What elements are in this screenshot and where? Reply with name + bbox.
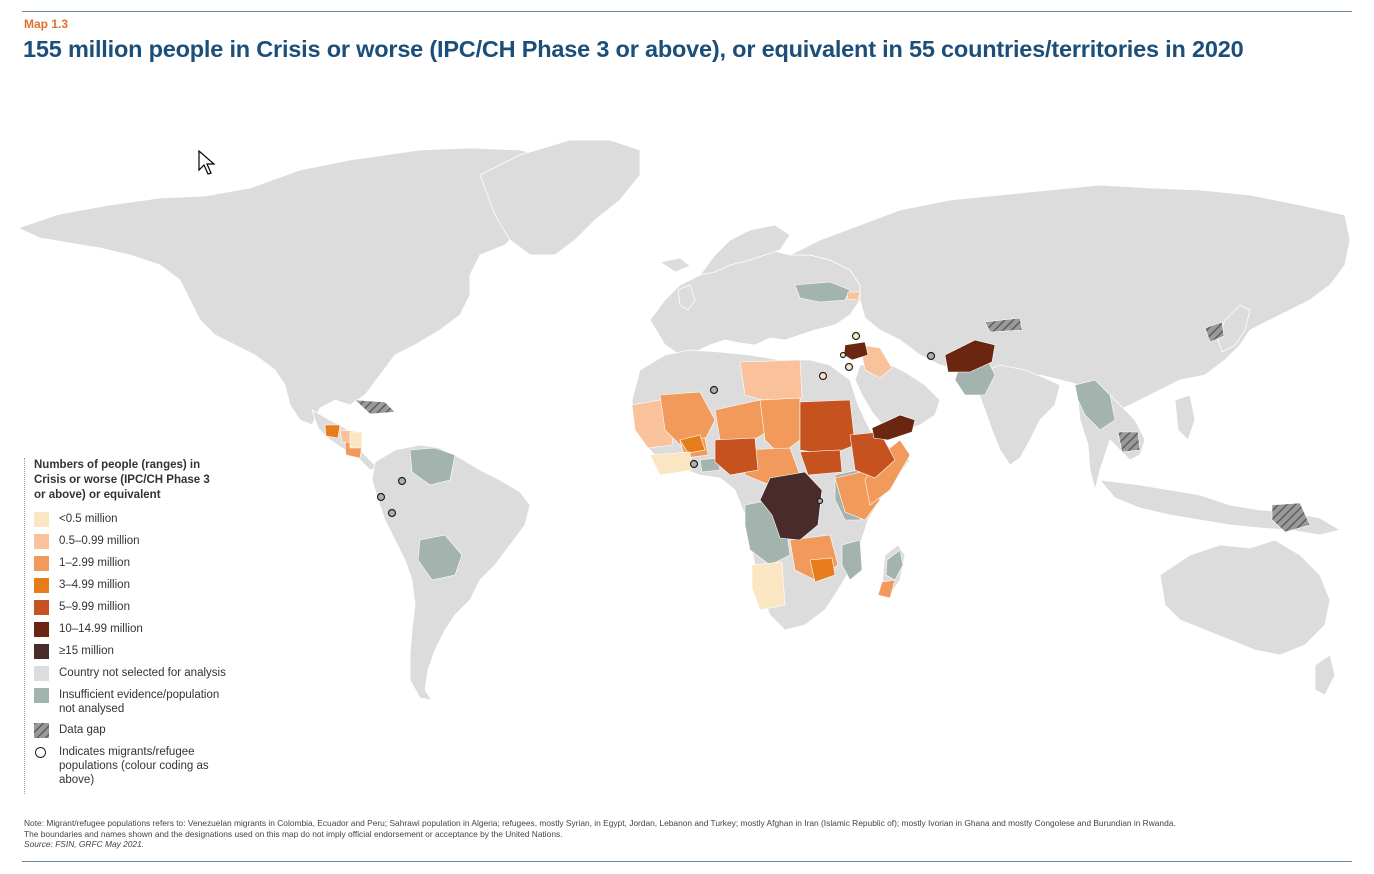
- source-line: Source: FSIN, GRFC May 2021.: [24, 839, 145, 849]
- refugee-circle-ghana: [689, 459, 699, 469]
- top-rule: [22, 11, 1352, 12]
- legend-item-lt-0-5: <0.5 million: [34, 512, 274, 527]
- note-line-2: The boundaries and names shown and the d…: [24, 828, 563, 839]
- refugee-circle-algeria: [709, 385, 719, 395]
- ukraine: [794, 281, 851, 303]
- iraq: [859, 344, 893, 379]
- hatch-icon: [34, 723, 49, 738]
- legend-item-migrants: Indicates migrants/refugee populations (…: [34, 745, 274, 787]
- legend-label: Country not selected for analysis: [59, 667, 226, 679]
- south-sudan: [799, 449, 843, 476]
- legend-swatch: [34, 666, 49, 681]
- refugee-circle-colombia: [397, 476, 407, 486]
- dr-congo: [759, 471, 823, 541]
- madagascar-south: [877, 579, 896, 599]
- legend-swatch: [34, 622, 49, 637]
- legend-label: 5–9.99 million: [59, 601, 130, 613]
- papua-new-guinea: [1271, 502, 1311, 533]
- map-notes: Note: Migrant/refugee populations refers…: [24, 818, 1344, 850]
- madagascar-gray: [885, 549, 904, 581]
- cambodia: [1117, 431, 1141, 453]
- greenland: [479, 139, 641, 256]
- map-title: 155 million people in Crisis or worse (I…: [23, 36, 1244, 62]
- nigeria: [714, 437, 759, 476]
- legend-label: ≥15 million: [59, 645, 114, 657]
- refugee-circle-jordan: [844, 362, 854, 372]
- legend-label: 10–14.99 million: [59, 623, 143, 635]
- nigeria-north: [679, 434, 706, 454]
- bolivia: [417, 534, 463, 581]
- legend-label: Data gap: [59, 724, 106, 736]
- haiti-area: [349, 431, 363, 449]
- philippines: [1174, 394, 1196, 441]
- legend-label: 1–2.99 million: [59, 557, 130, 569]
- japan: [1217, 304, 1251, 353]
- north-america: [16, 147, 601, 426]
- legend-item-3-4-99: 3–4.99 million: [34, 578, 274, 593]
- legend-title: Numbers of people (ranges) in Crisis or …: [34, 459, 210, 501]
- chad: [759, 397, 801, 456]
- mouse-cursor-icon: [198, 150, 216, 175]
- refugee-circle-iran: [926, 351, 936, 361]
- map-label: Map 1.3: [24, 17, 69, 31]
- refugee-circle-turkey: [851, 331, 861, 341]
- guatemala: [324, 424, 341, 439]
- kyrgyz-tajik: [984, 317, 1023, 333]
- zimbabwe: [809, 557, 836, 583]
- arabia: [854, 361, 941, 433]
- sierra-leone-area: [649, 451, 693, 476]
- cuba: [354, 399, 396, 415]
- iceland: [658, 257, 691, 273]
- note-line-1: Note: Migrant/refugee populations refers…: [24, 818, 1176, 828]
- sudan: [799, 399, 856, 456]
- refugee-circle-peru: [387, 508, 397, 518]
- legend-item-data-gap: Data gap: [34, 723, 274, 738]
- legend-label: <0.5 million: [59, 513, 118, 525]
- legend-item-insufficient: Insufficient evidence/population not ana…: [34, 688, 274, 716]
- venezuela: [409, 447, 456, 486]
- bottom-rule: [22, 861, 1352, 862]
- niger: [714, 399, 771, 446]
- australia: [1159, 539, 1331, 656]
- georgia: [846, 291, 861, 301]
- legend-item-10-14-99: 10–14.99 million: [34, 622, 274, 637]
- legend-item-not-selected: Country not selected for analysis: [34, 666, 274, 681]
- legend-item-1-2-99: 1–2.99 million: [34, 556, 274, 571]
- legend-swatch: [34, 556, 49, 571]
- legend-label: 3–4.99 million: [59, 579, 130, 591]
- legend-item-0-5-0-99: 0.5–0.99 million: [34, 534, 274, 549]
- legend-swatch: [34, 534, 49, 549]
- somalia: [864, 439, 911, 506]
- refugee-circle-lebanon: [839, 351, 847, 359]
- legend-swatch: [34, 644, 49, 659]
- legend-swatch: [34, 600, 49, 615]
- afghanistan: [944, 339, 996, 373]
- namibia: [751, 561, 786, 611]
- circle-icon: [35, 747, 46, 758]
- refugee-circle-ecuador: [376, 492, 386, 502]
- legend-label: 0.5–0.99 million: [59, 535, 140, 547]
- refugee-circle-rwanda: [816, 497, 824, 505]
- legend-swatch: [34, 512, 49, 527]
- refugee-circle-egypt: [818, 371, 828, 381]
- libya: [739, 359, 803, 403]
- new-zealand: [1314, 654, 1336, 696]
- india: [974, 364, 1061, 466]
- legend-swatch: [34, 688, 49, 703]
- map-legend: Numbers of people (ranges) in Crisis or …: [24, 458, 274, 794]
- legend-item-5-9-99: 5–9.99 million: [34, 600, 274, 615]
- yemen: [871, 414, 916, 441]
- mozambique-gray: [841, 539, 863, 581]
- scandinavia: [699, 224, 791, 276]
- north-korea: [1204, 321, 1225, 343]
- legend-label: Insufficient evidence/population not ana…: [59, 689, 220, 715]
- legend-item-gte-15: ≥15 million: [34, 644, 274, 659]
- uk: [677, 284, 696, 311]
- myanmar-laos: [1074, 379, 1116, 431]
- legend-swatch: [34, 578, 49, 593]
- legend-label: Indicates migrants/refugee populations (…: [59, 746, 209, 786]
